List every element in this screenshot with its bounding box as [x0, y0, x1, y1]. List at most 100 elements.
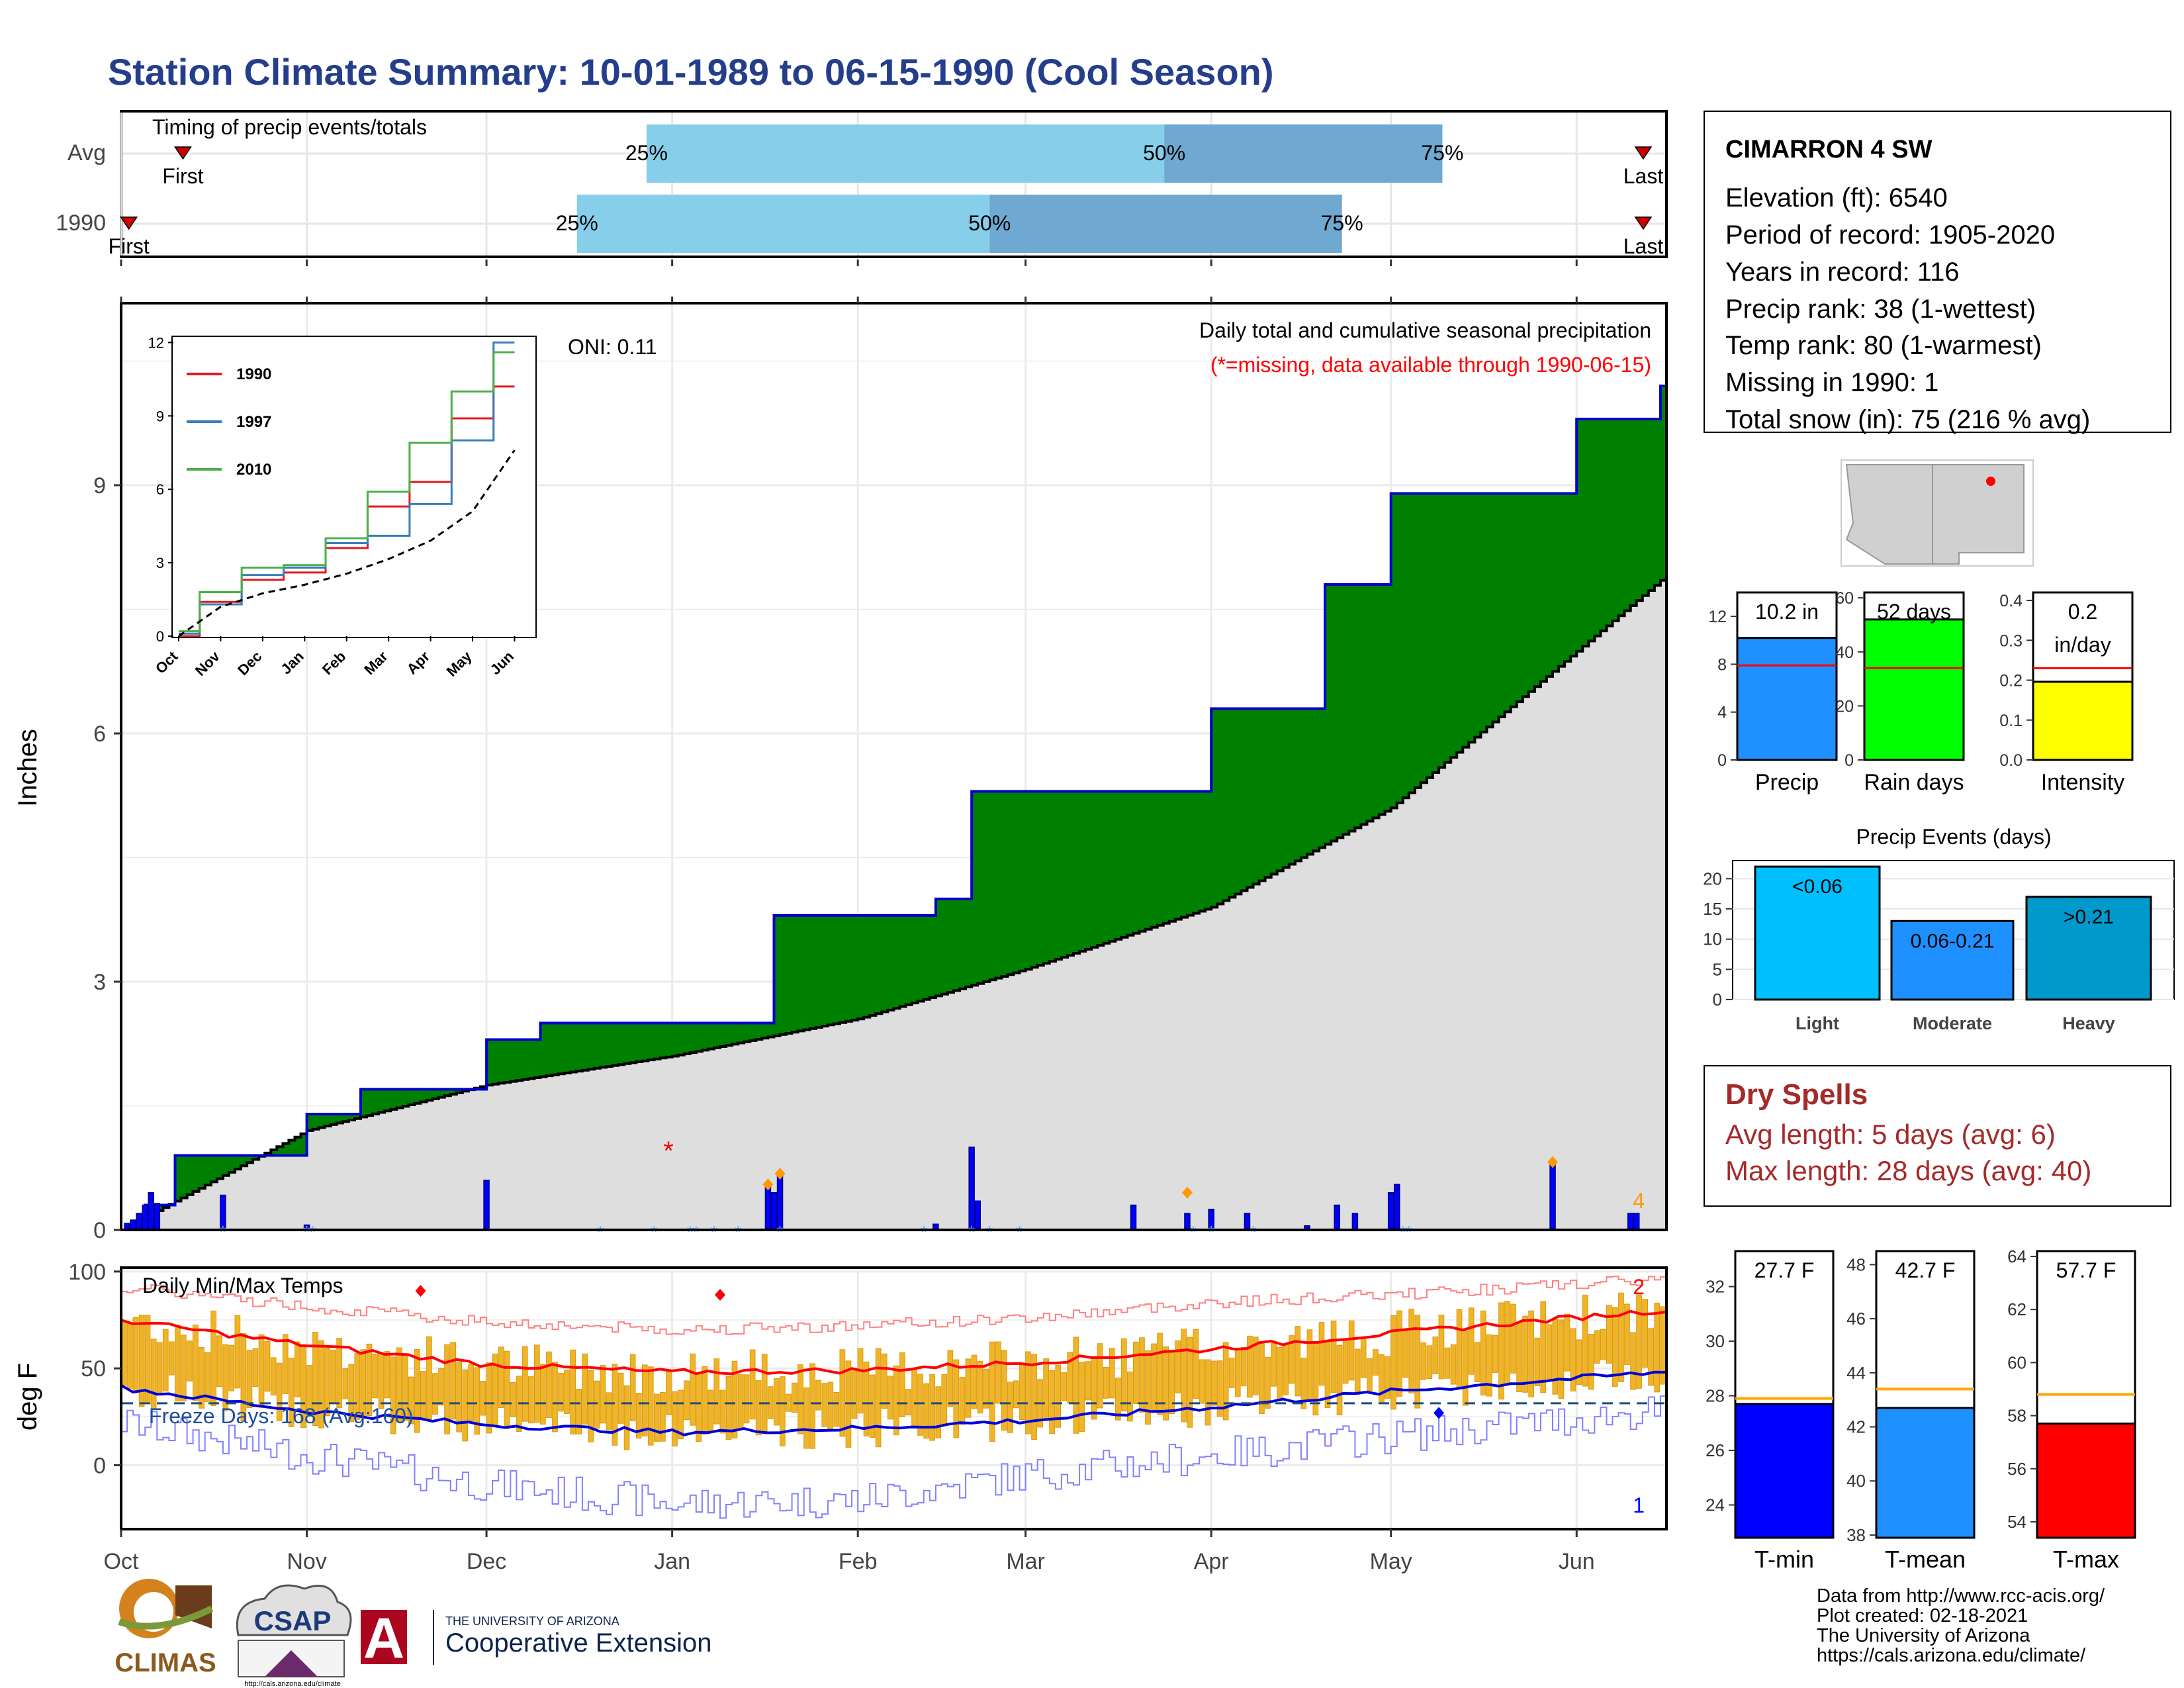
- daily-temp-range-bar: [1402, 1330, 1409, 1378]
- daily-temp-range-bar: [911, 1369, 917, 1429]
- daily-temp-range-bar: [1097, 1343, 1103, 1409]
- temp-bar-y-tick-label: 26: [1706, 1440, 1725, 1460]
- daily-temp-range-bar: [199, 1347, 205, 1409]
- csap-logo-cloud: [236, 1584, 352, 1636]
- daily-temp-range-bar: [792, 1382, 797, 1413]
- daily-temp-range-bar: [1055, 1364, 1062, 1428]
- event-bar: [1754, 865, 1881, 1001]
- average-cumulative-line: [121, 579, 1666, 1231]
- daily-temp-range-bar: [390, 1356, 396, 1434]
- daily-temp-range-bar: [1600, 1329, 1606, 1360]
- ua-logo-block-a: [361, 1610, 407, 1664]
- snow-marker: *: [1406, 1222, 1412, 1242]
- temp-bar-y-tick-label: 30: [1706, 1331, 1725, 1351]
- summary-bar-value: 0.2: [2068, 600, 2097, 624]
- temp-panel: 0 50 100 Oct Nov Dec Jan Feb Mar Apr May Jun Daily…: [13, 1260, 1668, 1574]
- daily-temp-range-bar: [546, 1351, 552, 1419]
- temp-bar: [1875, 1407, 1976, 1539]
- daily-temp-range-bar: [1624, 1303, 1630, 1365]
- daily-temp-range-bar: [917, 1374, 923, 1436]
- dry-spells-title: Dry Spells: [1725, 1078, 1868, 1111]
- daily-temp-range-bar: [162, 1329, 169, 1391]
- snow-marker: *: [921, 1222, 927, 1242]
- daily-temp-range-bar: [1348, 1320, 1355, 1381]
- daily-temp-range-bar: [1468, 1307, 1475, 1375]
- daily-temp-range-bar: [857, 1348, 864, 1414]
- daily-temp-range-bar: [372, 1354, 379, 1399]
- daily-temp-range-bar: [749, 1349, 756, 1420]
- average-cumulative-area: [121, 580, 1666, 1230]
- temp-bar-y-tick-label: 44: [1846, 1363, 1866, 1383]
- station-temp-rank: Temp rank: 80 (1-warmest): [1725, 331, 2042, 360]
- daily-temp-range-bar: [1504, 1301, 1510, 1385]
- record-temp-marker: [1433, 1407, 1445, 1419]
- station-location-dot: [1986, 477, 1995, 486]
- summary-bar-value: 10.2 in: [1755, 600, 1819, 624]
- daily-precip-bar: [1334, 1204, 1340, 1231]
- daily-temp-range-bar: [629, 1354, 636, 1421]
- precip-y-tick-label: 0: [93, 1218, 106, 1243]
- daily-temp-range-bar: [1492, 1335, 1498, 1373]
- daily-temp-range-bar: [1456, 1309, 1463, 1389]
- snow-marker: *: [1208, 1222, 1214, 1242]
- daily-temp-range-bar: [887, 1376, 893, 1420]
- daily-temp-range-bar: [941, 1374, 948, 1425]
- daily-temp-range-bar: [660, 1391, 666, 1442]
- daily-temp-range-bar: [336, 1338, 342, 1409]
- event-bar-label: <0.06: [1792, 876, 1843, 898]
- daily-temp-range-bar: [743, 1374, 750, 1424]
- daily-temp-range-bar: [1510, 1303, 1516, 1374]
- daily-temp-range-bar: [719, 1389, 726, 1434]
- snow-marker: *: [776, 1222, 783, 1242]
- daily-temp-range-bar: [761, 1354, 768, 1434]
- daily-temp-range-bar: [534, 1344, 540, 1423]
- daily-temp-range-bar: [713, 1358, 720, 1425]
- daily-temp-range-bar: [725, 1376, 732, 1440]
- temp-bar-value: 27.7 F: [1754, 1258, 1815, 1282]
- temp-bar-y-tick-label: 24: [1706, 1495, 1725, 1515]
- snow-marker: *: [986, 1222, 993, 1242]
- daily-precip-bar: [1351, 1213, 1359, 1231]
- daily-temp-range-bar: [797, 1364, 803, 1434]
- daily-temp-range-bar: [420, 1371, 426, 1419]
- daily-temp-range-bar: [1498, 1302, 1504, 1400]
- inset-legend-label: 2010: [236, 461, 271, 479]
- daily-temp-range-bar: [641, 1364, 648, 1436]
- timing-pct-label: 25%: [625, 141, 668, 165]
- daily-temp-range-bar: [342, 1368, 349, 1399]
- temp-bar-y-tick-label: 32: [1706, 1277, 1725, 1297]
- daily-temp-range-bar: [258, 1334, 265, 1408]
- daily-temp-range-bar: [863, 1361, 870, 1436]
- timing-bar-q3: [1164, 124, 1443, 183]
- temp-bar-y-tick-label: 58: [2007, 1406, 2026, 1426]
- event-category-label: Heavy: [2062, 1013, 2115, 1033]
- daily-temp-range-bar: [295, 1341, 300, 1397]
- daily-temp-range-bar: [168, 1341, 175, 1376]
- events-title: Precip Events (days): [1856, 825, 2051, 849]
- temp-x-tick-label: Apr: [1194, 1549, 1229, 1574]
- daily-temp-range-bar: [905, 1389, 911, 1416]
- daily-temp-range-bar: [1061, 1372, 1068, 1401]
- daily-temp-range-bar: [1240, 1347, 1247, 1387]
- daily-temp-range-bar: [1228, 1358, 1235, 1388]
- daily-precip-bar: [770, 1192, 778, 1231]
- record-precip-marker: [762, 1178, 774, 1191]
- summary-bar: [1863, 618, 1965, 761]
- temp-x-tick-label: Mar: [1006, 1549, 1045, 1574]
- timing-last-label: Last: [1623, 234, 1664, 258]
- temp-bar-y-tick-label: 38: [1846, 1525, 1866, 1545]
- daily-temp-range-bar: [635, 1393, 642, 1439]
- temp-bar: [1734, 1403, 1835, 1539]
- precip-corner-count: 4: [1633, 1189, 1645, 1213]
- daily-temp-range-bar: [1187, 1336, 1193, 1428]
- daily-temp-range-bar: [366, 1343, 373, 1416]
- daily-temp-range-bar: [1390, 1315, 1396, 1410]
- daily-temp-range-bar: [893, 1365, 899, 1435]
- daily-temp-range-bar: [1534, 1337, 1541, 1387]
- daily-precip-bar: [130, 1219, 136, 1231]
- daily-precip-bar: [483, 1180, 490, 1231]
- daily-temp-range-bar: [324, 1348, 330, 1417]
- record-precip-marker: [1547, 1156, 1559, 1168]
- daily-temp-range-bar: [1120, 1338, 1127, 1412]
